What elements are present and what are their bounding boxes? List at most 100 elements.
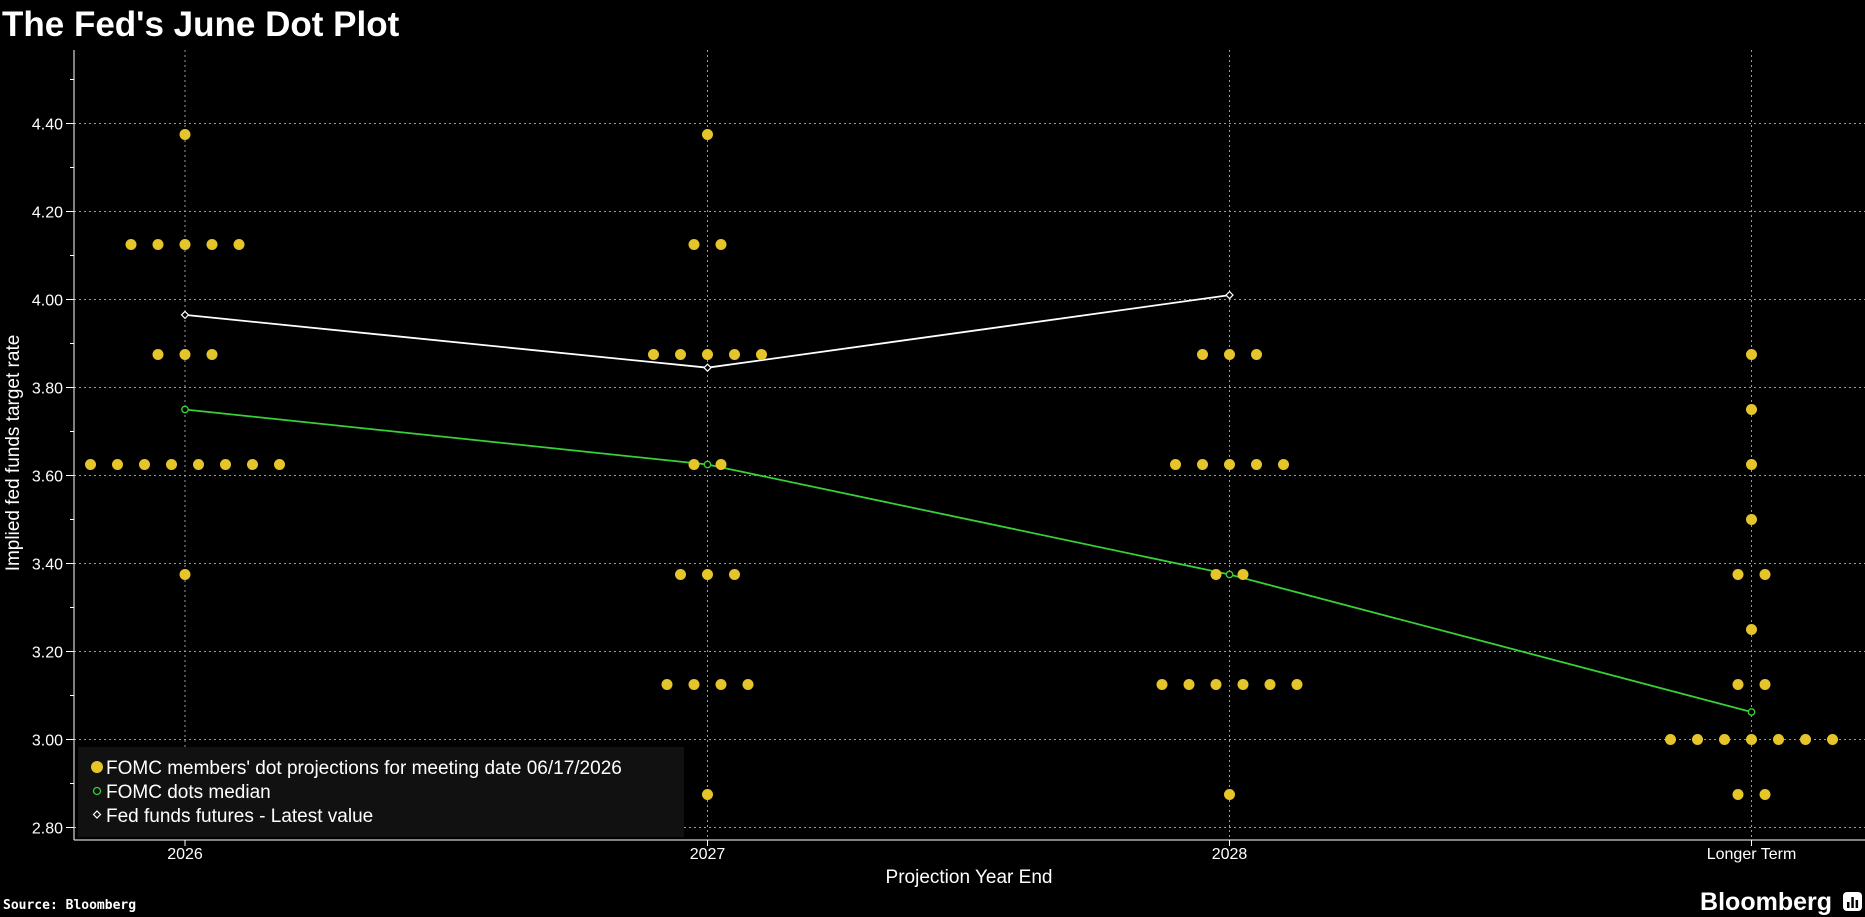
dot-projection (1210, 679, 1222, 690)
dot-projection (688, 679, 700, 690)
dot-projection (125, 239, 137, 250)
dot-projection (193, 459, 204, 470)
dot-projection (179, 349, 191, 360)
dot-projection (702, 569, 713, 580)
median-point (1225, 570, 1234, 579)
dot-projection (1210, 569, 1222, 580)
y-tick-label: 3.20 (32, 645, 63, 662)
series-lines (180, 290, 1756, 716)
source-note: Source: Bloomberg (3, 898, 136, 913)
dot-projection (1278, 459, 1289, 470)
x-axis-title: Projection Year End (886, 867, 1053, 888)
legend-median-marker (92, 786, 102, 796)
dot-projection (1759, 679, 1771, 690)
legend-label-futures: Fed funds futures - Latest value (106, 806, 373, 827)
dot-projection (1732, 789, 1744, 800)
dot-projection (139, 459, 150, 470)
gridlines (74, 50, 1865, 840)
x-tick-label: 2026 (167, 846, 203, 863)
dot-projection (1800, 734, 1811, 745)
y-tick-label: 3.00 (32, 733, 63, 750)
dot-projection (1746, 459, 1757, 470)
dot-projection (1746, 349, 1757, 360)
dot-projection (233, 239, 245, 250)
y-tick-label: 4.40 (32, 117, 63, 134)
dot-projection (1827, 734, 1838, 745)
dot-projection (1224, 789, 1235, 800)
dot-projection (688, 459, 700, 470)
dot-projection (166, 459, 177, 470)
dot-projection (179, 569, 191, 580)
dot-projection (715, 239, 727, 250)
median-line (184, 408, 1752, 713)
dot-projection (1224, 349, 1235, 360)
dot-projection (742, 679, 754, 690)
x-tick-label: Longer Term (1707, 846, 1797, 863)
legend-dot-marker (91, 761, 103, 773)
chart-title: The Fed's June Dot Plot (2, 5, 400, 44)
x-tick-label: 2027 (690, 846, 726, 863)
dot-projection (1291, 679, 1303, 690)
dot-projection (112, 459, 123, 470)
legend: FOMC members' dot projections for meetin… (78, 747, 684, 837)
dot-projection (715, 679, 727, 690)
dot-projection (1237, 679, 1249, 690)
dot-projection (756, 349, 767, 360)
dot-projection (1237, 569, 1249, 580)
dot-projection (220, 459, 231, 470)
y-tick-label: 3.60 (32, 469, 63, 486)
dot-projection (206, 349, 218, 360)
dot-projection (274, 459, 285, 470)
dot-projection (1183, 679, 1195, 690)
x-tick-label: 2028 (1212, 846, 1248, 863)
dot-projection (1773, 734, 1784, 745)
legend-background (78, 747, 684, 837)
dot-projection (152, 349, 164, 360)
dot-projection (206, 239, 218, 250)
dot-projection (1264, 679, 1276, 690)
dot-projection (85, 459, 96, 470)
bloomberg-wordmark: Bloomberg (1700, 888, 1832, 916)
median-point (703, 460, 712, 469)
dot-projection (1746, 514, 1757, 525)
legend-label-median: FOMC dots median (106, 782, 271, 803)
dot-projection (675, 569, 686, 580)
median-point (181, 405, 189, 414)
dot-projection (152, 239, 164, 250)
dot-projection (1197, 459, 1208, 470)
dot-projection (715, 459, 727, 470)
dot-projection (1692, 734, 1703, 745)
axes: 2.80 3.00 3.20 3.40 3.60 3.80 4.00 4.20 4.40 2026… (32, 50, 1865, 863)
dot-projection (1746, 624, 1757, 635)
futures-point (703, 363, 712, 373)
y-tick-label: 2.80 (32, 821, 63, 838)
dot-projection (1665, 734, 1676, 745)
dot-projection (1759, 789, 1771, 800)
dot-projections (85, 129, 1838, 800)
legend-futures-marker (92, 810, 102, 819)
y-tick-label: 4.20 (32, 205, 63, 222)
y-tick-label: 4.00 (32, 293, 63, 310)
dot-projection (1251, 349, 1262, 360)
y-tick-label: 3.40 (32, 557, 63, 574)
dot-projection (1170, 459, 1181, 470)
dot-projection (1732, 679, 1744, 690)
dot-projection (1732, 569, 1744, 580)
dot-projection (702, 349, 713, 360)
dot-projection (702, 129, 713, 140)
median-point (1747, 708, 1756, 716)
dot-projection (1719, 734, 1730, 745)
dot-projection (675, 349, 686, 360)
dot-projection (648, 349, 659, 360)
dot-projection (729, 569, 740, 580)
dot-projection (688, 239, 700, 250)
dot-projection (1746, 404, 1757, 415)
legend-label-dots: FOMC members' dot projections for meetin… (106, 758, 622, 779)
dot-projection (661, 679, 673, 690)
dot-projection (729, 349, 740, 360)
futures-point (1225, 290, 1234, 300)
dot-projection (1251, 459, 1262, 470)
dot-projection (1197, 349, 1208, 360)
futures-point (180, 310, 190, 320)
